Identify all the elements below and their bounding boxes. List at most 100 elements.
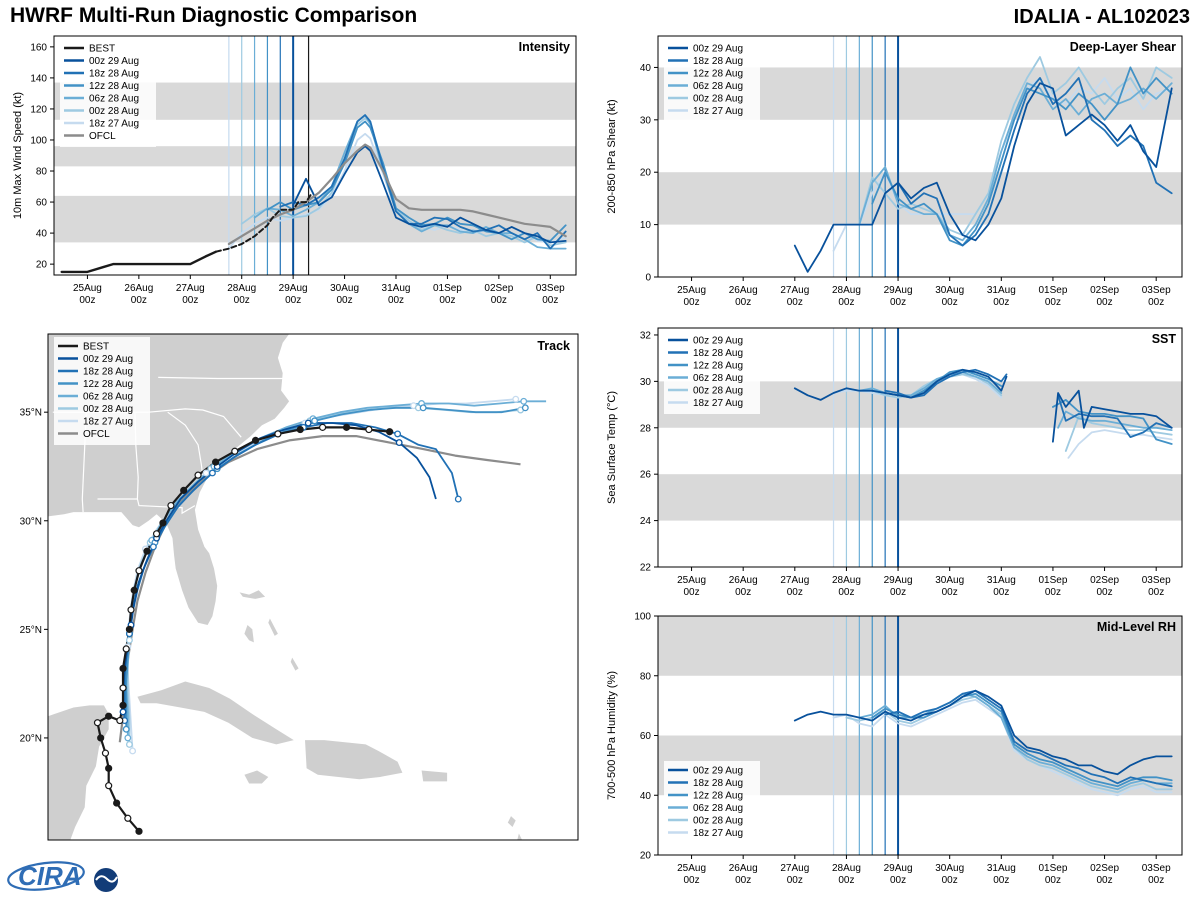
svg-text:00z: 00z [890, 297, 906, 308]
svg-text:25Aug: 25Aug [73, 283, 102, 294]
svg-text:18z 27 Aug: 18z 27 Aug [693, 828, 743, 839]
svg-text:200-850 hPa Shear (kt): 200-850 hPa Shear (kt) [606, 99, 618, 213]
svg-text:26: 26 [640, 470, 652, 481]
svg-text:00z: 00z [787, 875, 803, 886]
svg-text:40: 40 [640, 791, 652, 802]
svg-text:29Aug: 29Aug [884, 575, 913, 586]
svg-text:00z: 00z [838, 587, 854, 598]
svg-text:24: 24 [640, 516, 652, 527]
svg-text:700-500 hPa Humidity (%): 700-500 hPa Humidity (%) [606, 671, 618, 800]
svg-text:18z 28 Aug: 18z 28 Aug [83, 367, 133, 378]
svg-text:60: 60 [640, 731, 652, 742]
svg-text:12z 28 Aug: 12z 28 Aug [89, 81, 139, 92]
svg-text:00z: 00z [491, 295, 507, 306]
svg-text:00z 29 Aug: 00z 29 Aug [693, 44, 743, 55]
svg-text:00z: 00z [542, 295, 558, 306]
svg-text:32: 32 [640, 330, 652, 341]
svg-text:06z 28 Aug: 06z 28 Aug [693, 373, 743, 384]
rh-chart: 20 40 60 80 100 25Aug 00z 26Aug 00z 27Aug 00z 28Aug… [602, 610, 1192, 895]
svg-text:00z: 00z [1148, 297, 1164, 308]
svg-text:28: 28 [640, 423, 652, 434]
svg-text:02Sep: 02Sep [1090, 863, 1119, 874]
svg-text:Intensity: Intensity [519, 40, 570, 54]
svg-text:31Aug: 31Aug [987, 575, 1016, 586]
svg-text:26Aug: 26Aug [729, 575, 758, 586]
svg-text:00z: 00z [993, 875, 1009, 886]
svg-text:00z: 00z [735, 297, 751, 308]
svg-text:00z: 00z [787, 587, 803, 598]
svg-text:00z: 00z [1148, 587, 1164, 598]
svg-text:OFCL: OFCL [89, 131, 116, 142]
svg-text:00z: 00z [337, 295, 353, 306]
svg-text:20: 20 [640, 168, 652, 179]
svg-text:12z 28 Aug: 12z 28 Aug [83, 379, 133, 390]
svg-text:03Sep: 03Sep [536, 283, 565, 294]
svg-text:29Aug: 29Aug [884, 285, 913, 296]
svg-text:31Aug: 31Aug [987, 285, 1016, 296]
svg-text:100: 100 [634, 612, 651, 623]
svg-text:30Aug: 30Aug [935, 285, 964, 296]
svg-text:29Aug: 29Aug [884, 863, 913, 874]
svg-text:Deep-Layer Shear: Deep-Layer Shear [1070, 40, 1176, 54]
svg-text:30°N: 30°N [20, 516, 42, 527]
svg-text:28Aug: 28Aug [227, 283, 256, 294]
svg-text:00z: 00z [942, 297, 958, 308]
svg-text:Sea Surface Temp (°C): Sea Surface Temp (°C) [606, 391, 618, 504]
svg-text:20: 20 [36, 260, 48, 271]
svg-text:12z 28 Aug: 12z 28 Aug [693, 791, 743, 802]
svg-text:27Aug: 27Aug [780, 285, 809, 296]
svg-text:01Sep: 01Sep [1038, 863, 1067, 874]
svg-text:00z: 00z [285, 295, 301, 306]
svg-text:02Sep: 02Sep [1090, 285, 1119, 296]
svg-text:30: 30 [640, 115, 652, 126]
svg-text:01Sep: 01Sep [1038, 575, 1067, 586]
svg-text:26Aug: 26Aug [729, 863, 758, 874]
svg-text:28Aug: 28Aug [832, 575, 861, 586]
svg-text:00z: 00z [683, 587, 699, 598]
svg-text:00z 29 Aug: 00z 29 Aug [83, 354, 133, 365]
svg-text:25°N: 25°N [20, 625, 42, 636]
svg-text:00z: 00z [79, 295, 95, 306]
noaa-emblem-wave [95, 875, 118, 883]
svg-text:00z: 00z [1096, 297, 1112, 308]
svg-text:00z: 00z [942, 587, 958, 598]
cira-wordmark: CIRA [18, 861, 82, 891]
svg-text:06z 28 Aug: 06z 28 Aug [693, 803, 743, 814]
svg-text:26Aug: 26Aug [729, 285, 758, 296]
svg-text:06z 28 Aug: 06z 28 Aug [89, 94, 139, 105]
svg-text:18z 27 Aug: 18z 27 Aug [693, 398, 743, 409]
svg-text:18z 27 Aug: 18z 27 Aug [693, 106, 743, 117]
svg-text:22: 22 [640, 563, 652, 574]
svg-text:00z: 00z [182, 295, 198, 306]
svg-text:00z: 00z [1045, 587, 1061, 598]
shear-chart: 0 10 20 30 40 25Aug 00z 26Aug 00z 27Aug 00z 28Aug 00… [602, 30, 1192, 317]
svg-text:0: 0 [645, 273, 651, 284]
noaa-emblem-icon [94, 868, 118, 892]
svg-text:Mid-Level RH: Mid-Level RH [1097, 620, 1176, 634]
svg-text:00z: 00z [683, 297, 699, 308]
svg-text:28Aug: 28Aug [832, 863, 861, 874]
svg-text:00z 29 Aug: 00z 29 Aug [693, 766, 743, 777]
svg-text:25Aug: 25Aug [677, 863, 706, 874]
svg-text:160: 160 [30, 42, 47, 53]
svg-text:00z: 00z [1096, 875, 1112, 886]
svg-text:100: 100 [30, 135, 47, 146]
svg-text:00z: 00z [838, 297, 854, 308]
svg-text:00z 28 Aug: 00z 28 Aug [89, 106, 139, 117]
svg-text:00z: 00z [683, 875, 699, 886]
svg-text:120: 120 [30, 104, 47, 115]
svg-text:80: 80 [640, 671, 652, 682]
svg-text:00z 28 Aug: 00z 28 Aug [83, 404, 133, 415]
svg-text:00z: 00z [942, 875, 958, 886]
svg-text:12z 28 Aug: 12z 28 Aug [693, 69, 743, 80]
svg-text:00z: 00z [388, 295, 404, 306]
svg-text:Track: Track [537, 339, 570, 353]
page-title: HWRF Multi-Run Diagnostic Comparison [10, 4, 418, 27]
svg-text:28Aug: 28Aug [832, 285, 861, 296]
svg-text:03Sep: 03Sep [1142, 863, 1171, 874]
svg-text:00z 28 Aug: 00z 28 Aug [693, 816, 743, 827]
svg-text:00z: 00z [735, 875, 751, 886]
svg-text:00z: 00z [890, 587, 906, 598]
svg-text:BEST: BEST [83, 342, 109, 353]
svg-text:30Aug: 30Aug [935, 863, 964, 874]
